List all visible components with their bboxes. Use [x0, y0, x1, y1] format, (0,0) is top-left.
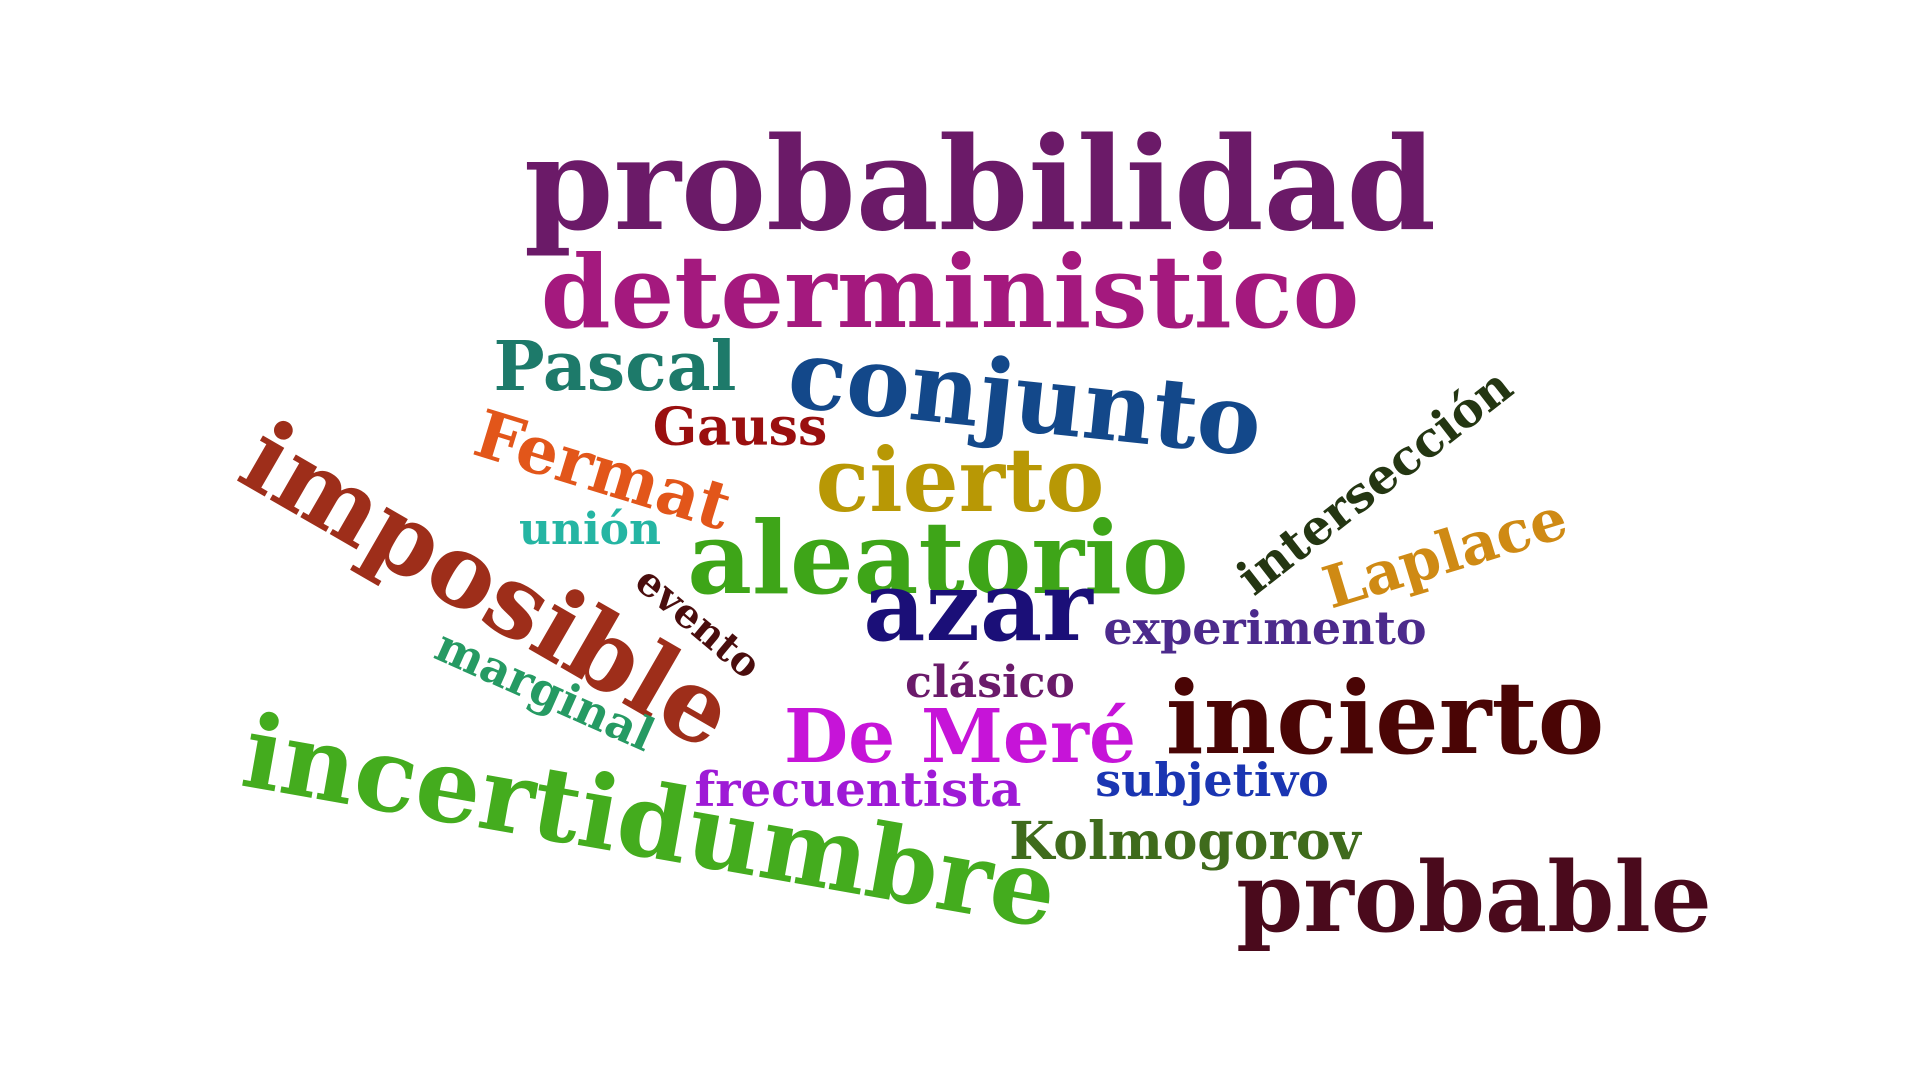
word-union: unión: [518, 504, 662, 555]
word-clasico: clásico: [905, 657, 1075, 708]
word-probable: probable: [1236, 841, 1712, 954]
word-azar: azar: [863, 550, 1093, 663]
word-gauss: Gauss: [652, 397, 828, 458]
word-aleatorio: aleatorio: [687, 499, 1189, 617]
word-pascal: Pascal: [493, 327, 737, 407]
word-cierto: cierto: [815, 428, 1105, 532]
word-frecuentista: frecuentista: [694, 762, 1022, 818]
word-de-mere: De Meré: [783, 694, 1137, 780]
word-deterministico: deterministico: [540, 233, 1360, 351]
word-incierto: incierto: [1165, 659, 1605, 777]
word-subjetivo: subjetivo: [1095, 753, 1329, 807]
word-experimento: experimento: [1103, 601, 1427, 655]
word-kolmogorov: Kolmogorov: [1009, 811, 1361, 872]
word-probabilidad: probabilidad: [523, 110, 1437, 260]
